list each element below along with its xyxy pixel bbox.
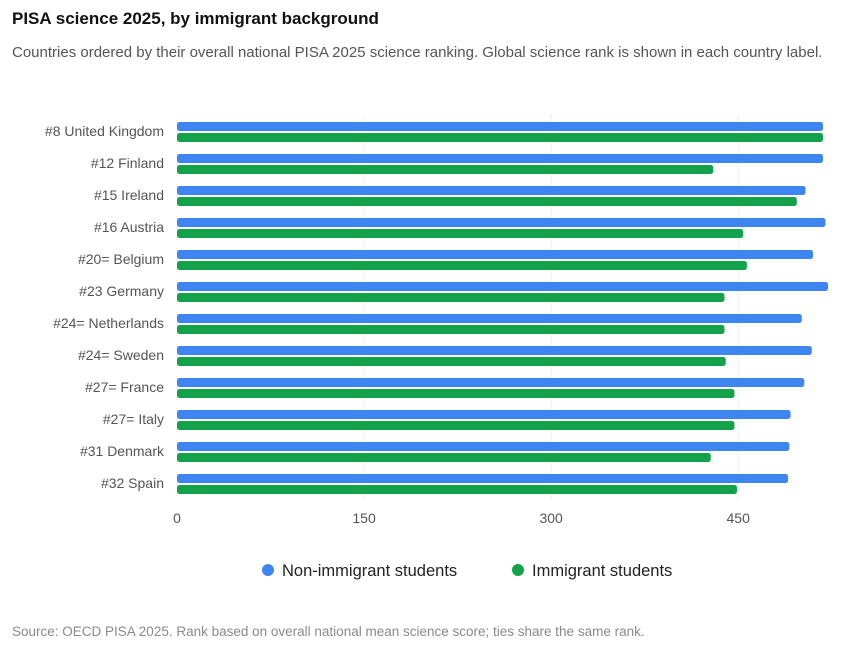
country-label: #31 Denmark bbox=[80, 443, 165, 459]
bar-non-immigrant bbox=[177, 250, 814, 259]
x-tick-label: 150 bbox=[352, 510, 376, 526]
bar-immigrant bbox=[177, 325, 725, 334]
bar-immigrant bbox=[177, 197, 797, 206]
country-label: #24= Sweden bbox=[78, 347, 164, 363]
bar-non-immigrant bbox=[177, 346, 812, 355]
country-label: #12 Finland bbox=[91, 155, 164, 171]
chart-title: PISA science 2025, by immigrant backgrou… bbox=[12, 9, 379, 28]
bar-non-immigrant bbox=[177, 314, 802, 323]
bar-immigrant bbox=[177, 485, 737, 494]
country-label: #32 Spain bbox=[101, 475, 164, 491]
bar-non-immigrant bbox=[177, 186, 806, 195]
country-label: #15 Ireland bbox=[94, 187, 164, 203]
legend-marker bbox=[262, 564, 274, 576]
bar-non-immigrant bbox=[177, 474, 789, 483]
bar-immigrant bbox=[177, 453, 711, 462]
chart-subtitle: Countries ordered by their overall natio… bbox=[12, 44, 823, 61]
bar-non-immigrant bbox=[177, 442, 790, 451]
bar-non-immigrant bbox=[177, 218, 826, 227]
country-label: #27= France bbox=[85, 379, 164, 395]
x-tick-label: 0 bbox=[173, 510, 181, 526]
country-label: #16 Austria bbox=[94, 219, 164, 235]
bar-non-immigrant bbox=[177, 122, 824, 131]
legend-label: Non-immigrant students bbox=[282, 562, 457, 580]
bar-non-immigrant bbox=[177, 378, 805, 387]
country-label: #8 United Kingdom bbox=[45, 123, 164, 139]
bar-non-immigrant bbox=[177, 410, 791, 419]
bar-immigrant bbox=[177, 261, 747, 270]
bar-immigrant bbox=[177, 389, 735, 398]
bar-immigrant bbox=[177, 165, 714, 174]
country-label: #27= Italy bbox=[103, 411, 164, 427]
country-label: #23 Germany bbox=[79, 283, 164, 299]
source-note: Source: OECD PISA 2025. Rank based on ov… bbox=[12, 624, 645, 639]
bar-non-immigrant bbox=[177, 282, 828, 291]
legend-label: Immigrant students bbox=[532, 562, 672, 580]
bar-immigrant bbox=[177, 133, 824, 142]
x-tick-label: 450 bbox=[727, 510, 751, 526]
legend-marker bbox=[512, 564, 524, 576]
bar-immigrant bbox=[177, 421, 735, 430]
country-label: #24= Netherlands bbox=[53, 315, 164, 331]
bar-immigrant bbox=[177, 357, 726, 366]
country-label: #20= Belgium bbox=[78, 251, 164, 267]
x-tick-label: 300 bbox=[539, 510, 563, 526]
bar-immigrant bbox=[177, 293, 725, 302]
bar-immigrant bbox=[177, 229, 744, 238]
bar-non-immigrant bbox=[177, 154, 824, 163]
